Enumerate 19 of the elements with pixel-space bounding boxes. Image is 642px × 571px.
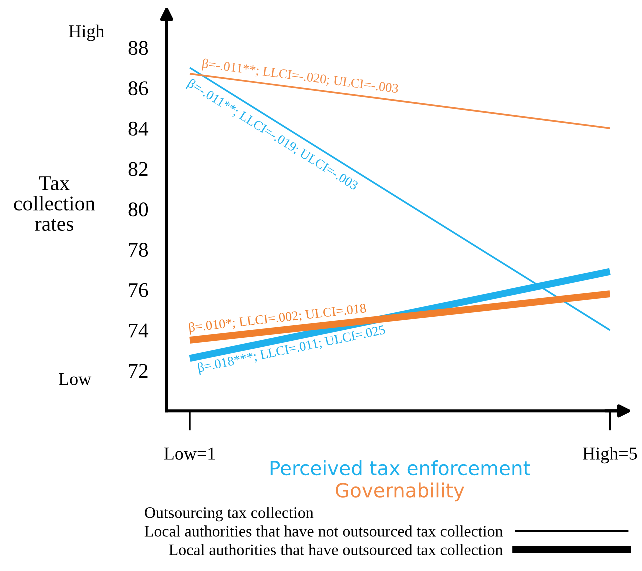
y-tick-label: 80 <box>128 202 148 217</box>
text: Local authorities that have outsourced tax collection <box>169 544 504 556</box>
text: Low <box>59 373 92 386</box>
x-tick-label: High=5 <box>583 447 638 464</box>
y-tick-label: 74 <box>129 324 149 338</box>
y-tick-label: 84 <box>128 122 149 136</box>
text: Governability <box>336 482 464 502</box>
x-tick-label: Low=1 <box>164 448 216 460</box>
y-tick-label: 88 <box>128 41 148 56</box>
y-tick-label: 76 <box>129 283 148 298</box>
text: High <box>69 24 104 42</box>
y-tick-label: 72 <box>129 364 148 378</box>
y-tick-label: 78 <box>129 243 148 258</box>
text: Local authorities that have not outsourced tax collection <box>144 526 504 537</box>
y-tick-label: 82 <box>128 162 148 176</box>
y-tick-label: 86 <box>128 82 148 96</box>
y-axis-title: Tax collection rates <box>14 176 96 232</box>
legend-title: Outsourcing tax collection <box>145 507 314 522</box>
x-axis-title: Perceived tax enforcement <box>270 460 530 476</box>
